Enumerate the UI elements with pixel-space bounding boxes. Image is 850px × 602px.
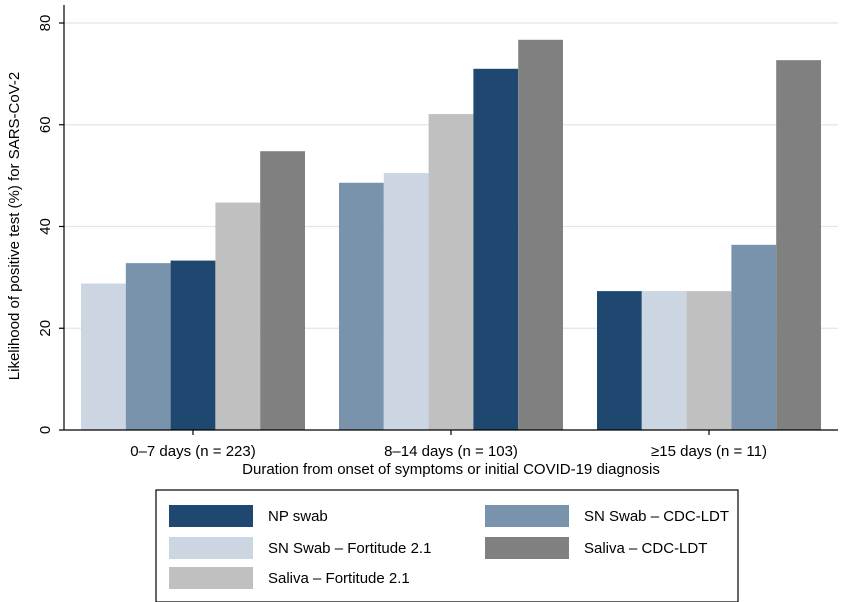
- legend-swatch: [485, 537, 569, 559]
- bar: [731, 244, 777, 430]
- bar: [686, 291, 732, 430]
- bar: [215, 202, 261, 430]
- bars: [81, 39, 821, 431]
- legend-swatch: [169, 505, 253, 527]
- x-tick-label: 8–14 days (n = 103): [384, 443, 518, 460]
- legend-swatch: [169, 537, 253, 559]
- y-tick-label: 20: [37, 320, 54, 337]
- y-tick-label: 40: [37, 218, 54, 235]
- legend-swatch: [485, 505, 569, 527]
- bar: [383, 173, 429, 431]
- legend-label: SN Swab – CDC-LDT: [584, 508, 729, 525]
- x-axis-ticks: 0–7 days (n = 223) 8–14 days (n = 103) ≥15…: [130, 430, 767, 460]
- legend-label: SN Swab – Fortitude 2.1: [268, 540, 431, 557]
- y-axis-ticks: 0 20 40 60 80: [37, 15, 64, 434]
- y-tick-label: 80: [37, 15, 54, 32]
- x-tick-label: 0–7 days (n = 223): [130, 443, 256, 460]
- bar: [597, 291, 642, 430]
- y-tick-label: 0: [37, 426, 54, 434]
- x-tick-label: ≥15 days (n = 11): [651, 443, 767, 460]
- y-tick-label: 60: [37, 116, 54, 133]
- legend-label: Saliva – Fortitude 2.1: [268, 570, 410, 587]
- y-axis-title: Likelihood of positive test (%) for SARS…: [6, 72, 23, 380]
- bar: [170, 260, 216, 430]
- bar: [641, 291, 687, 430]
- bar: [776, 60, 821, 431]
- x-axis-title: Duration from onset of symptoms or initi…: [242, 461, 660, 478]
- bar: [125, 263, 171, 430]
- bar: [473, 68, 519, 430]
- bar: [81, 283, 126, 430]
- legend-label: Saliva – CDC-LDT: [584, 540, 707, 557]
- bar: [260, 151, 305, 430]
- bar: [518, 39, 563, 430]
- legend-label: NP swab: [268, 508, 328, 525]
- legend-swatch: [169, 567, 253, 589]
- legend: NP swab SN Swab – CDC-LDT SN Swab – Fortit…: [155, 489, 739, 602]
- bar: [339, 182, 384, 430]
- bar: [428, 114, 474, 430]
